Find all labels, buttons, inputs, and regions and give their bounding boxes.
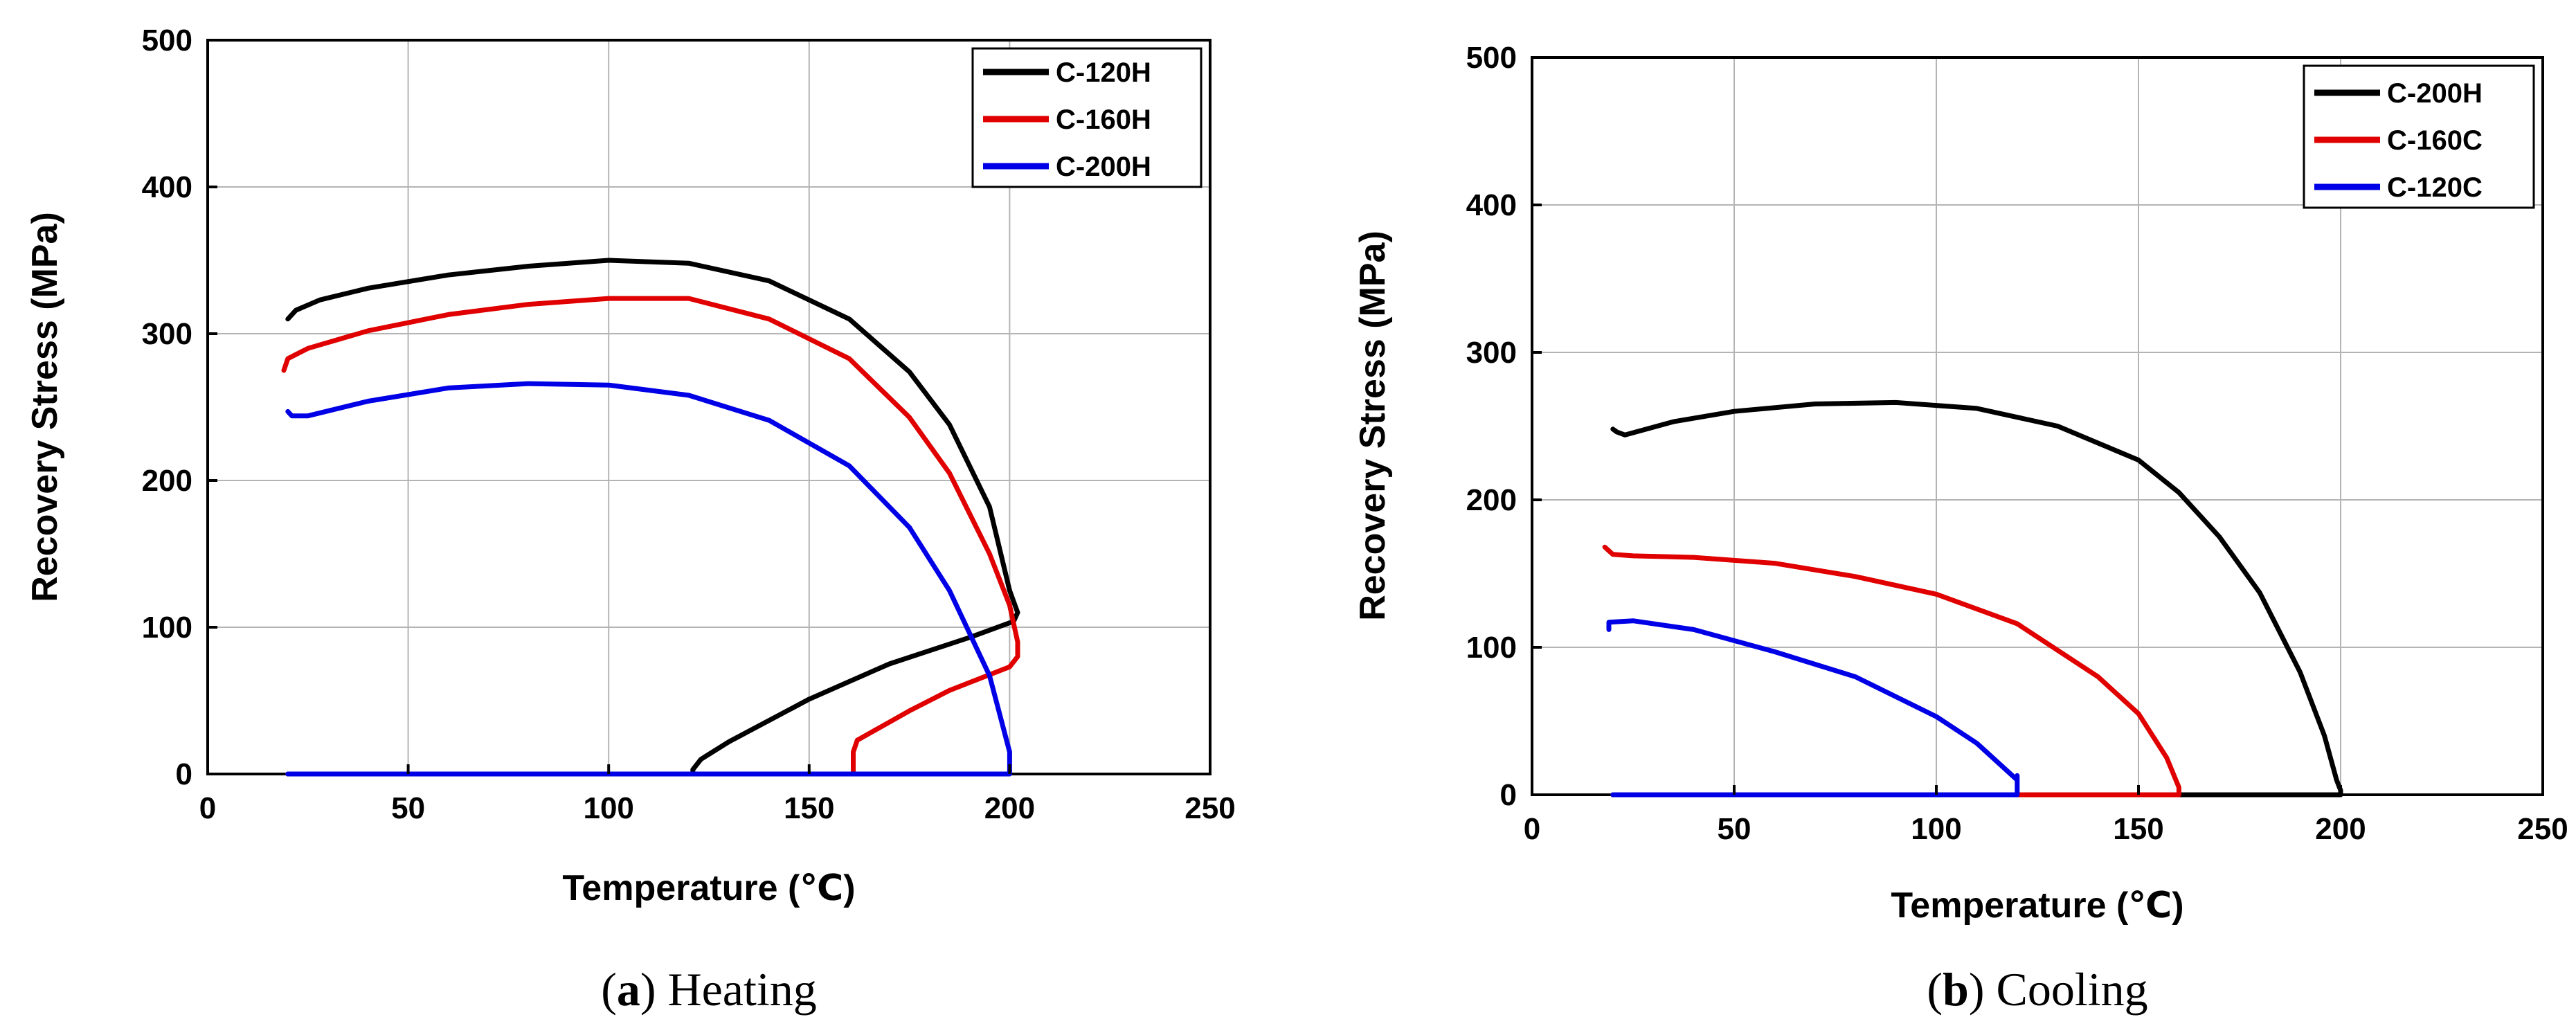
heating-legend-label-2: C-160H [1056,105,1151,135]
heating-y-tick-label-500: 500 [142,24,192,57]
heating-x-tick-label-200: 200 [984,791,1035,825]
cooling-y-tick-label-0: 0 [1500,778,1517,812]
cooling-series-c-160c [1602,544,2181,798]
cooling-x-tick-label-150: 150 [2113,812,2163,846]
cooling-x-tick-label-100: 100 [1911,812,1961,846]
heating-x-tick-label-0: 0 [199,791,216,825]
heating-caption: (a) Heating [601,963,817,1016]
heating-x-tick-label-250: 250 [1185,791,1235,825]
heating-y-tick-label-400: 400 [142,170,192,204]
cooling-caption: (b) Cooling [1927,963,2147,1016]
cooling-caption-text: Cooling [1985,963,2148,1016]
cooling-y-axis-title: Recovery Stress (MPa) [1353,231,1393,621]
cooling-x-tick-label-50: 50 [1718,812,1751,846]
cooling-legend-label-1: C-200H [2387,78,2483,109]
heating-series-c-160h [281,296,1020,777]
cooling-x-ticks: 0 50 100 150 200 250 [1524,785,2568,846]
cooling-x-axis-title: Temperature (℃) [1891,885,2183,926]
cooling-x-tick-label-200: 200 [2315,812,2366,846]
cooling-x-tick-label-0: 0 [1524,812,1540,846]
cooling-series-c-120c [1606,618,2020,798]
cooling-legend-label-2: C-160C [2387,125,2483,156]
heating-caption-letter: a [617,963,640,1016]
heating-series-c-200h [285,381,1012,777]
heating-legend-label-1: C-120H [1056,57,1151,88]
heating-x-tick-label-100: 100 [583,791,633,825]
heating-series-c-120h [285,258,1020,777]
heating-y-tick-label-200: 200 [142,464,192,498]
heating-x-tick-label-150: 150 [784,791,834,825]
heating-x-axis-title: Temperature (℃) [562,868,855,908]
cooling-legend: C-200H C-160C C-120C [2303,64,2535,209]
cooling-y-tick-label-400: 400 [1466,188,1517,222]
heating-y-ticks: 0 100 200 300 400 500 [142,24,217,791]
panel-heating: 0 50 100 150 200 250 0 100 200 300 400 500 Tempera… [25,24,1236,1016]
cooling-legend-label-3: C-120C [2387,172,2483,203]
heating-legend-label-3: C-200H [1056,152,1151,182]
heating-y-axis-title: Recovery Stress (MPa) [25,212,65,602]
heating-caption-text: Heating [656,963,817,1016]
cooling-caption-letter: b [1943,963,1969,1016]
cooling-series-c-200h [1610,399,2343,798]
heating-y-tick-label-100: 100 [142,611,192,645]
heating-x-ticks: 0 50 100 150 200 250 [199,764,1236,825]
heating-y-tick-label-300: 300 [142,317,192,351]
heating-y-tick-label-0: 0 [176,757,192,791]
panel-cooling: 0 50 100 150 200 250 0 100 200 300 400 500 Tempera… [1353,41,2568,1016]
cooling-y-tick-label-300: 300 [1466,336,1517,370]
cooling-y-tick-label-200: 200 [1466,483,1517,517]
cooling-y-tick-label-100: 100 [1466,631,1517,665]
cooling-x-tick-label-250: 250 [2517,812,2568,846]
heating-x-tick-label-50: 50 [391,791,425,825]
cooling-y-tick-label-500: 500 [1466,41,1517,75]
cooling-y-ticks: 0 100 200 300 400 500 [1466,41,1542,812]
heating-series-layer [281,258,1020,777]
heating-legend: C-120H C-160H C-200H [971,47,1203,188]
cooling-series-layer [1602,399,2343,798]
